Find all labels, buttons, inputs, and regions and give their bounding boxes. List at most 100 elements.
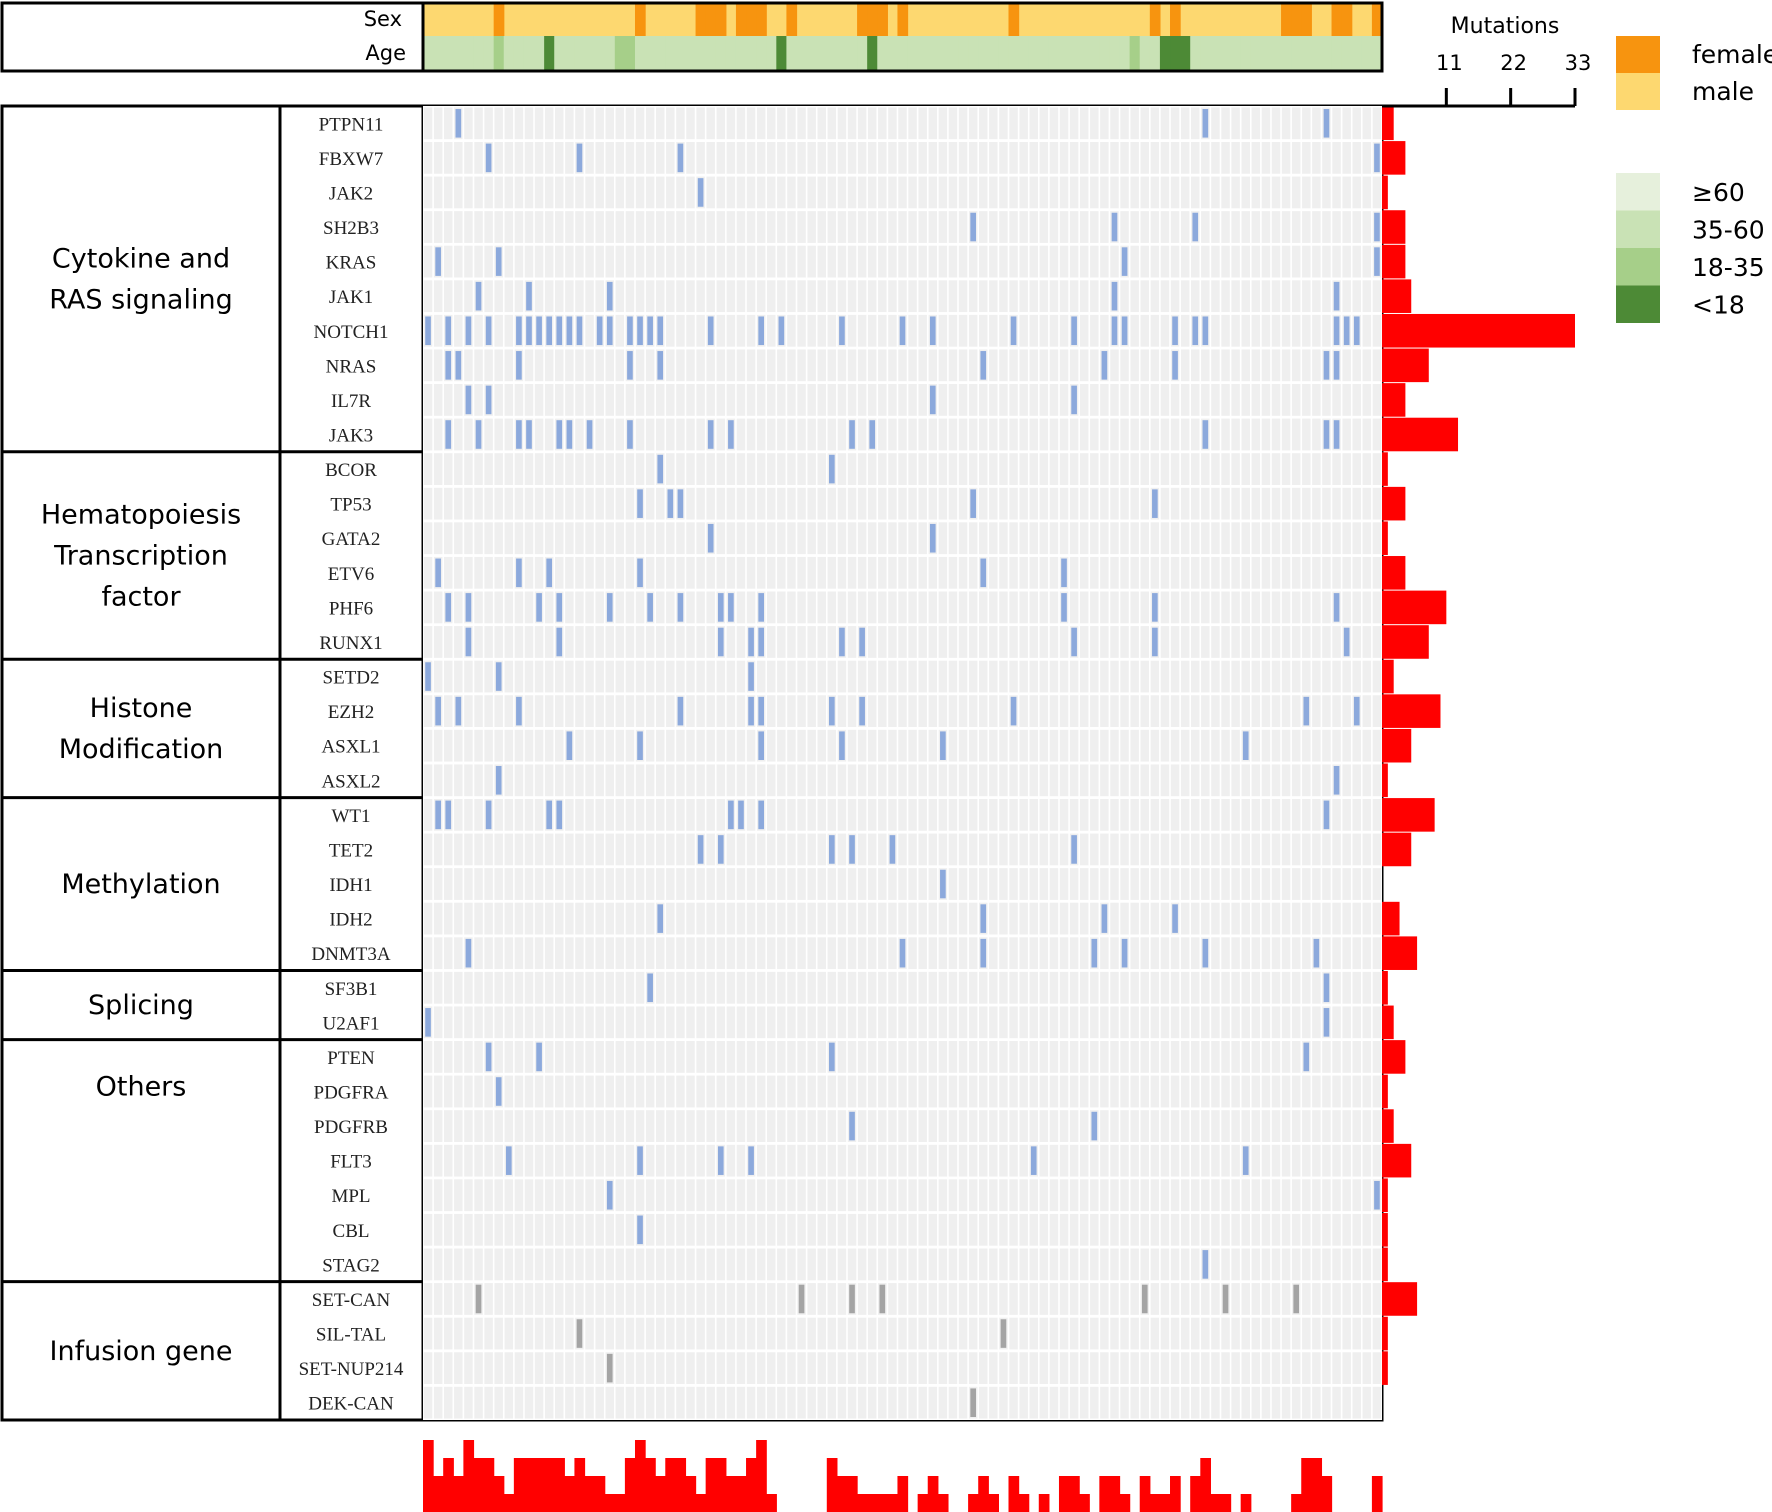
empty-cell — [746, 107, 756, 140]
empty-cell — [777, 453, 786, 485]
empty-cell — [1170, 384, 1180, 416]
empty-cell — [918, 280, 927, 313]
empty-cell — [1039, 384, 1049, 416]
empty-cell — [585, 868, 594, 900]
empty-cell — [1302, 453, 1311, 485]
empty-cell — [767, 245, 776, 278]
empty-cell — [1039, 453, 1049, 485]
empty-cell — [888, 418, 897, 451]
empty-cell — [797, 280, 806, 313]
empty-cell — [595, 556, 604, 589]
mutation-mark — [929, 385, 936, 415]
empty-cell — [625, 280, 635, 313]
empty-cell — [787, 591, 796, 624]
sample-count-bar — [634, 1440, 646, 1512]
empty-cell — [1130, 211, 1139, 243]
empty-cell — [1090, 314, 1099, 347]
empty-cell — [575, 695, 584, 728]
empty-cell — [847, 591, 857, 624]
mutation-mark — [1071, 385, 1077, 415]
empty-cell — [474, 1248, 483, 1281]
mutation-mark — [717, 1146, 724, 1175]
empty-cell — [989, 453, 998, 485]
empty-cell — [655, 556, 665, 589]
sample-count-bar — [1321, 1476, 1333, 1512]
empty-cell — [1211, 314, 1220, 347]
empty-cell — [817, 626, 826, 658]
empty-cell — [1352, 1248, 1362, 1281]
mutation-mark — [1323, 420, 1330, 449]
empty-cell — [746, 868, 756, 900]
empty-cell — [989, 349, 998, 382]
empty-cell — [807, 1283, 816, 1315]
empty-cell — [746, 591, 756, 624]
empty-cell — [464, 1041, 473, 1073]
empty-cell — [999, 626, 1008, 658]
empty-cell — [514, 211, 524, 243]
empty-cell — [605, 695, 614, 728]
age-cell — [1311, 36, 1323, 71]
empty-cell — [666, 660, 675, 693]
empty-cell — [464, 1110, 473, 1142]
empty-cell — [736, 626, 746, 658]
empty-cell — [1362, 1213, 1372, 1246]
gene-label: NOTCH1 — [314, 322, 389, 343]
empty-cell — [1372, 1110, 1382, 1142]
empty-cell — [555, 522, 564, 555]
sample-count-bar — [1099, 1476, 1111, 1512]
empty-cell — [1090, 1283, 1099, 1315]
empty-cell — [867, 868, 877, 900]
mutation-mark — [516, 420, 522, 449]
empty-cell — [888, 798, 897, 831]
empty-cell — [696, 141, 705, 174]
empty-cell — [1110, 591, 1119, 624]
empty-cell — [979, 176, 988, 209]
mutation-mark — [516, 696, 522, 726]
empty-cell — [595, 1041, 604, 1073]
empty-cell — [1221, 764, 1230, 797]
empty-cell — [1090, 1352, 1099, 1385]
empty-cell — [666, 453, 675, 485]
empty-cell — [817, 1006, 826, 1039]
mutation-mark — [1152, 593, 1158, 622]
empty-cell — [1271, 868, 1281, 900]
empty-cell — [544, 176, 554, 209]
empty-cell — [605, 729, 614, 762]
empty-cell — [676, 1110, 685, 1142]
empty-cell — [1180, 418, 1190, 451]
empty-cell — [1342, 1144, 1351, 1177]
empty-cell — [1211, 1110, 1220, 1142]
empty-cell — [837, 1352, 847, 1385]
empty-cell — [767, 1352, 776, 1385]
empty-cell — [1029, 1248, 1038, 1281]
empty-cell — [817, 314, 826, 347]
empty-cell — [1150, 1144, 1160, 1177]
empty-cell — [1009, 556, 1018, 589]
empty-cell — [1342, 937, 1351, 970]
empty-cell — [958, 1213, 968, 1246]
empty-cell — [1160, 1110, 1170, 1142]
empty-cell — [1039, 176, 1049, 209]
empty-cell — [726, 729, 736, 762]
empty-cell — [847, 902, 857, 935]
empty-cell — [484, 211, 493, 243]
empty-cell — [534, 868, 544, 900]
empty-cell — [1201, 280, 1210, 313]
empty-cell — [575, 764, 584, 797]
gene-count-bar — [1382, 521, 1388, 556]
empty-cell — [565, 487, 574, 520]
empty-cell — [1130, 453, 1139, 485]
gene-label: KRAS — [326, 253, 377, 274]
mutation-mark — [647, 593, 653, 622]
empty-cell — [1332, 107, 1341, 140]
empty-cell — [989, 798, 998, 831]
empty-cell — [928, 1075, 938, 1108]
empty-cell — [1302, 349, 1311, 382]
empty-cell — [454, 1006, 463, 1039]
empty-cell — [1069, 798, 1079, 831]
empty-cell — [938, 107, 948, 140]
empty-cell — [908, 1110, 917, 1142]
empty-cell — [1332, 453, 1341, 485]
empty-cell — [1261, 280, 1271, 313]
empty-cell — [1281, 1110, 1291, 1142]
